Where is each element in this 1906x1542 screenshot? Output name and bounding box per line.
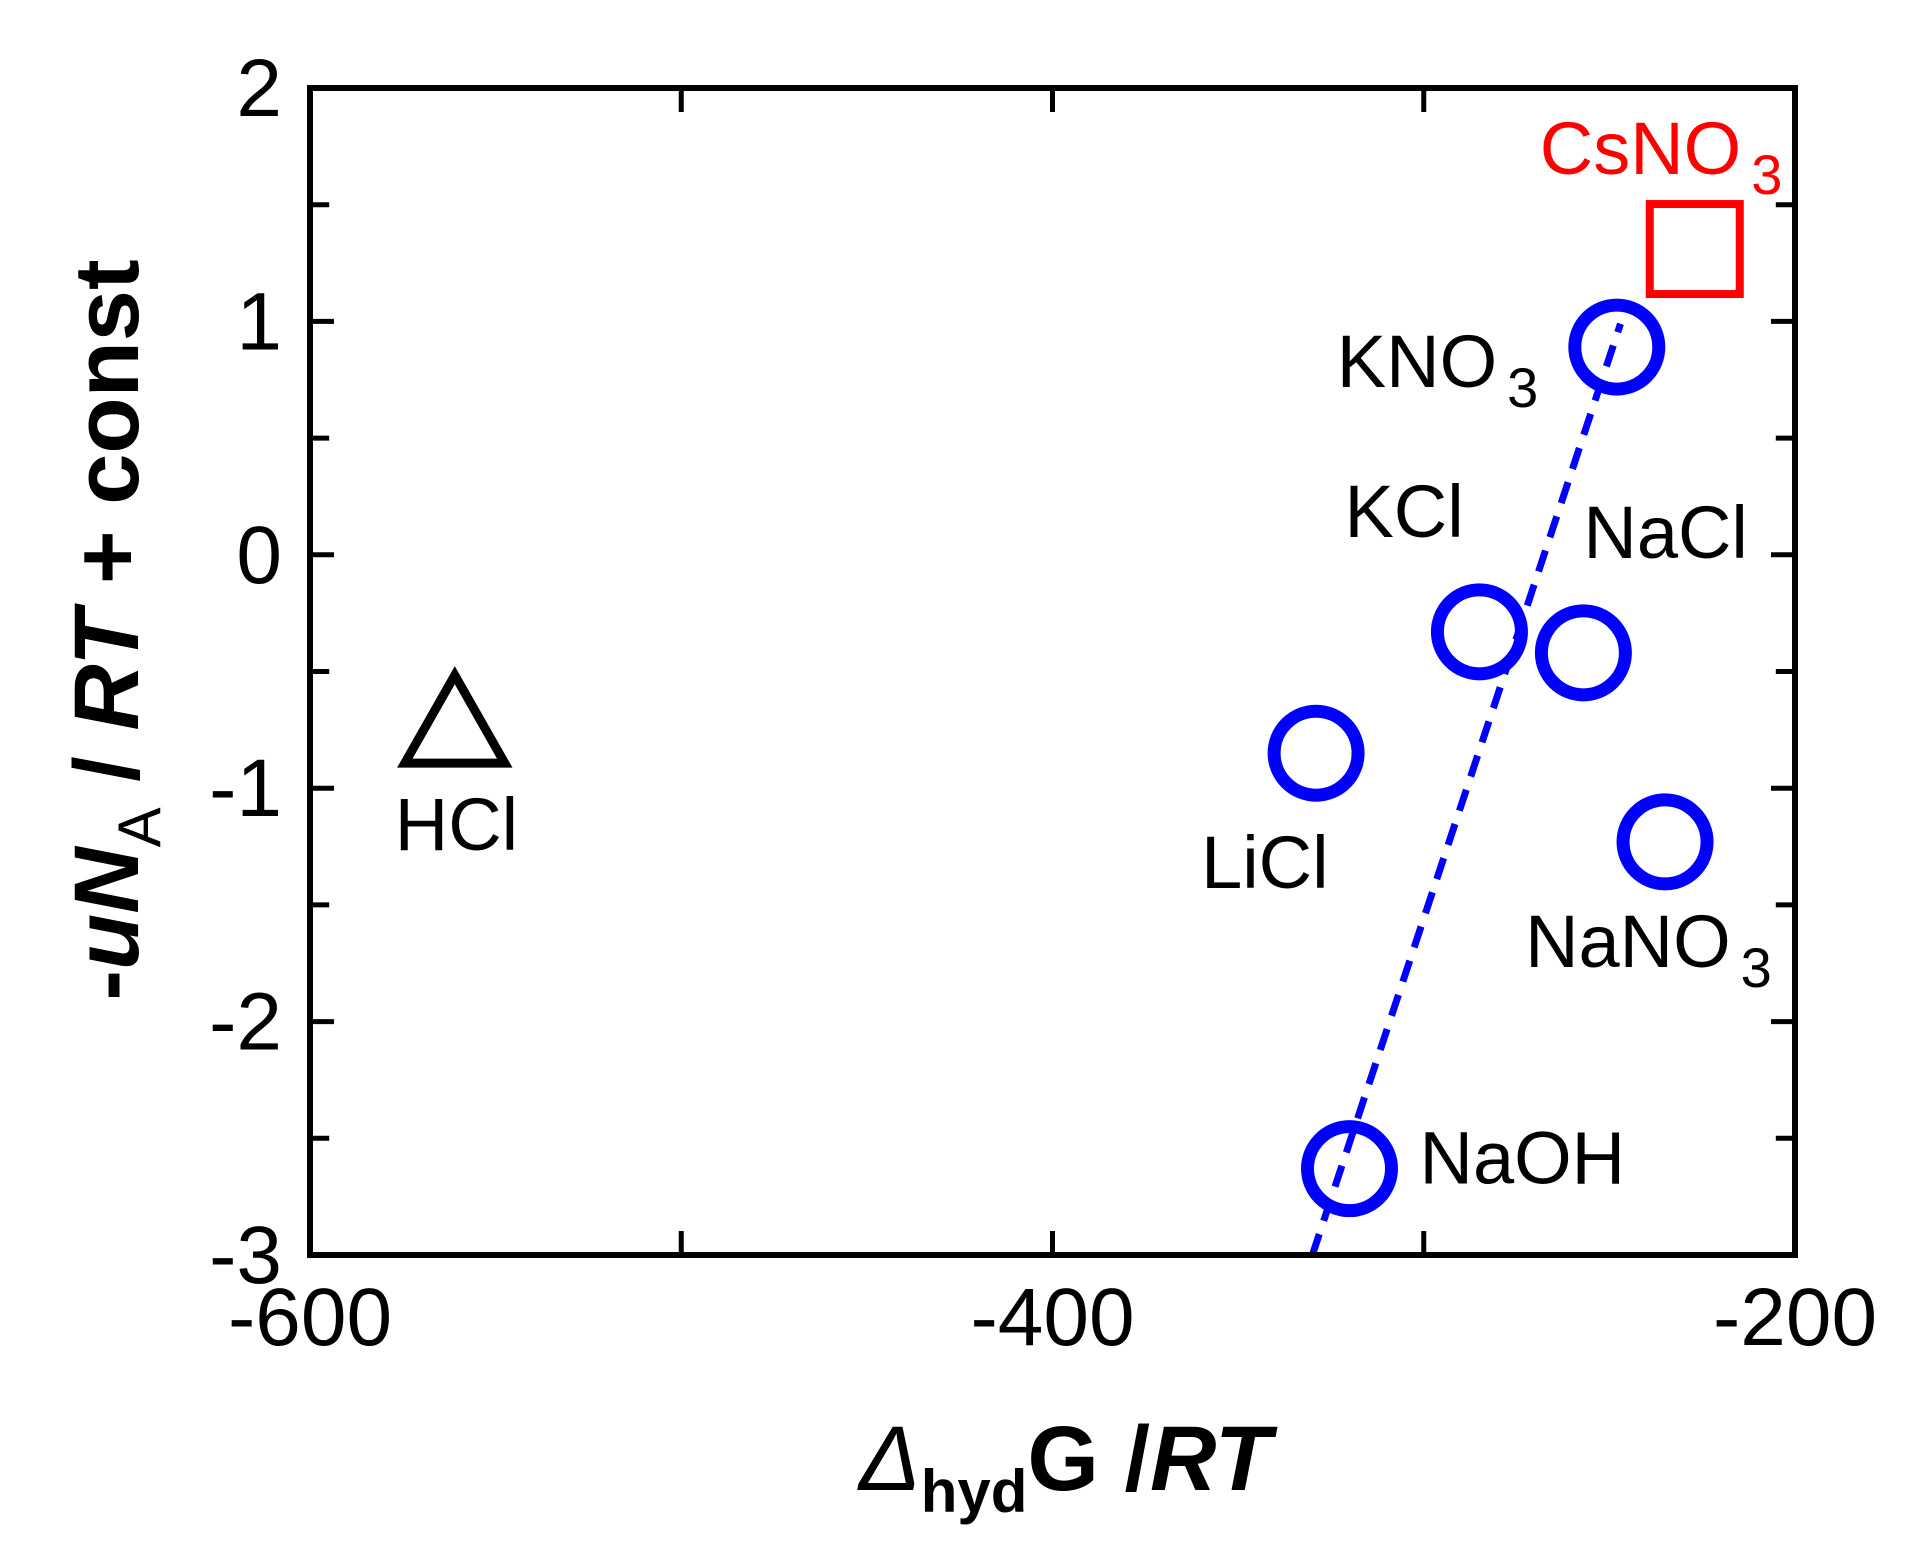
y-axis-title-prefix: -	[56, 970, 158, 1001]
fit-line	[1309, 322, 1624, 1257]
point-label: HCl	[395, 783, 518, 866]
x-tick-label: -200	[1713, 1272, 1877, 1363]
marker-layer	[397, 200, 1744, 1218]
y-axis-title-mid: /	[56, 731, 158, 808]
y-tick-label: -2	[209, 977, 282, 1068]
y-axis-title-suffix: + const	[56, 259, 158, 609]
data-point-circle	[1430, 583, 1528, 681]
point-label-layer: KNO 3 KCl NaCl LiCl NaNO 3 NaOH CsNO 3 HCl	[395, 107, 1783, 1200]
tick-label-layer: -3 -2 -1 0 1 2 -600 -400 -200	[209, 43, 1877, 1363]
y-tick-label: 2	[236, 43, 282, 134]
x-tick-label: -400	[970, 1272, 1134, 1363]
point-label: LiCl	[1201, 821, 1328, 904]
data-point-square	[1645, 200, 1744, 299]
data-point-circle	[1616, 793, 1714, 891]
x-axis-title: ΔhydG /RT	[857, 1408, 1278, 1525]
point-label: NaCl	[1583, 491, 1747, 574]
y-axis-title: -uNA / RT + const	[56, 259, 173, 1000]
y-tick-label: -1	[209, 743, 282, 834]
fit-line-layer	[1309, 322, 1624, 1257]
x-axis-title-italic: RT	[1150, 1408, 1278, 1510]
y-axis-title-sub: A	[106, 807, 173, 847]
y-tick-label: 1	[236, 276, 282, 367]
data-point-triangle	[397, 666, 513, 768]
point-label: CsNO 3	[1540, 107, 1783, 206]
point-label: KCl	[1344, 470, 1463, 553]
data-point-circle	[1301, 1120, 1398, 1218]
x-axis-title-sub: hyd	[921, 1458, 1028, 1525]
point-label: KNO 3	[1337, 320, 1539, 419]
y-tick-label: 0	[236, 510, 282, 601]
x-axis-title-rest: G /	[1027, 1408, 1150, 1510]
data-point-circle	[1534, 604, 1632, 702]
y-axis-title-italic1: uN	[56, 845, 158, 970]
y-tick-label: -3	[209, 1210, 282, 1301]
plot-frame	[307, 85, 1798, 1258]
y-axis-title-italic2: RT	[56, 603, 158, 731]
x-axis-title-symbol: Δ	[857, 1408, 921, 1510]
data-point-circle	[1568, 298, 1666, 396]
point-label: NaNO 3	[1525, 900, 1772, 999]
data-point-circle	[1267, 704, 1365, 802]
x-tick-label: -600	[228, 1272, 392, 1363]
tick-layer	[307, 85, 1798, 1258]
point-label: NaOH	[1420, 1117, 1626, 1200]
